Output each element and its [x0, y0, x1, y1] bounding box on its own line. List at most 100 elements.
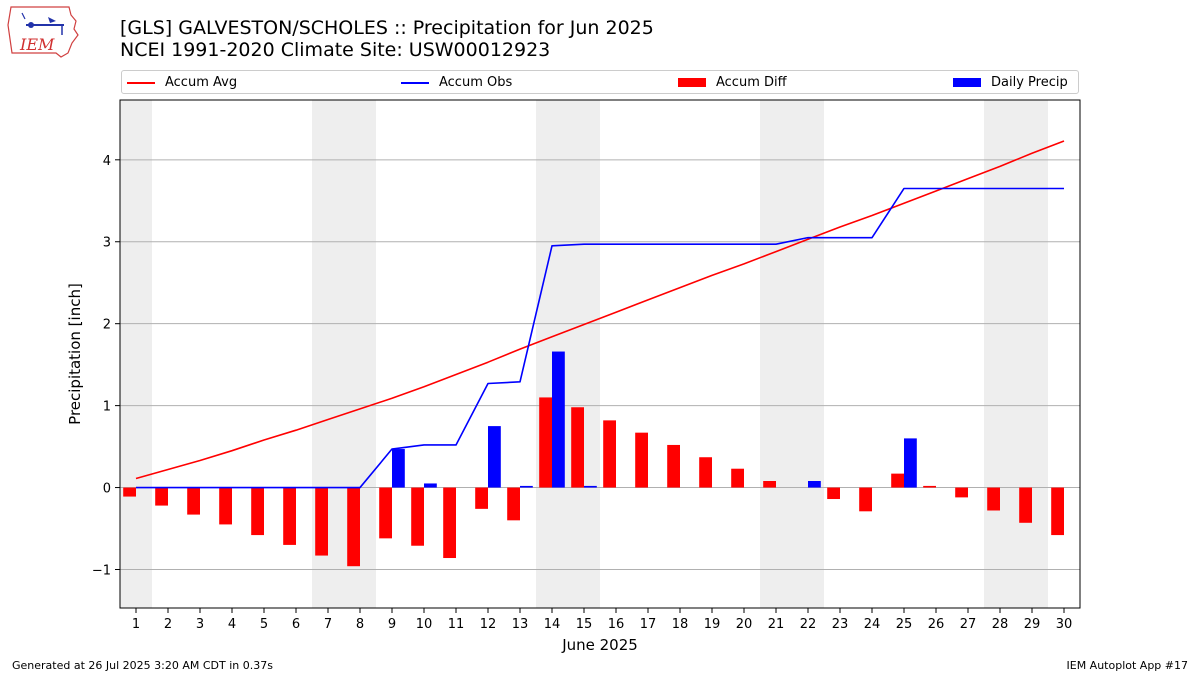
legend-swatch-daily-precip	[953, 78, 981, 87]
x-tick-label: 29	[1024, 617, 1041, 632]
x-tick-label: 20	[736, 617, 753, 632]
accum-diff-bar	[987, 487, 1000, 511]
x-tick-label: 14	[544, 617, 561, 632]
accum-diff-bar	[507, 487, 520, 521]
x-tick-label: 22	[800, 617, 817, 632]
weekend-band	[120, 100, 152, 608]
daily-precip-bar	[488, 426, 501, 488]
legend-swatch-accum-avg	[127, 81, 155, 84]
daily-precip-bar	[424, 483, 437, 488]
x-tick-label: 10	[416, 617, 433, 632]
legend: Accum Avg Accum Obs Accum Diff Daily Pre…	[121, 70, 1079, 94]
accum-diff-bar	[123, 487, 136, 497]
x-tick-label: 3	[196, 617, 204, 632]
x-tick-label: 19	[704, 617, 721, 632]
daily-precip-bar	[520, 485, 533, 488]
x-tick-label: 28	[992, 617, 1009, 632]
accum-diff-bar	[475, 487, 488, 509]
weekend-band	[984, 100, 1016, 608]
y-tick-label: 3	[103, 236, 111, 251]
accum-diff-bar	[891, 473, 904, 488]
y-tick-label: 2	[103, 318, 111, 333]
daily-precip-bar	[584, 485, 597, 488]
daily-precip-bar	[904, 438, 917, 488]
x-tick-label: 23	[832, 617, 849, 632]
bar-series	[123, 351, 1064, 567]
chart-title: [GLS] GALVESTON/SCHOLES :: Precipitation…	[120, 17, 654, 39]
accum-obs-line	[136, 187, 1064, 489]
accum-diff-bar	[955, 487, 968, 498]
logo-text: IEM	[19, 35, 55, 54]
y-tick-label: 1	[103, 400, 111, 415]
footer-app-text: IEM Autoplot App #17	[1066, 659, 1189, 672]
x-tick-label: 12	[480, 617, 497, 632]
legend-label-accum-diff: Accum Diff	[716, 75, 787, 90]
accum-diff-bar	[155, 487, 168, 506]
y-tick-label: 4	[103, 154, 111, 169]
accum-diff-bar	[347, 487, 360, 567]
accum-diff-bar	[1019, 487, 1032, 523]
x-tick-label: 16	[608, 617, 625, 632]
legend-item-accum-obs: Accum Obs	[401, 74, 512, 91]
x-tick-label: 8	[356, 617, 364, 632]
x-tick-label: 6	[292, 617, 300, 632]
accum-diff-bar	[603, 420, 616, 488]
accum-diff-bar	[859, 487, 872, 512]
footer-generated-text: Generated at 26 Jul 2025 3:20 AM CDT in …	[12, 659, 273, 672]
legend-label-daily-precip: Daily Precip	[991, 75, 1068, 90]
accum-avg-line	[135, 140, 1065, 480]
x-tick-label: 11	[448, 617, 465, 632]
legend-item-accum-diff: Accum Diff	[678, 74, 787, 91]
x-tick-label: 1	[132, 617, 140, 632]
x-tick-label: 13	[512, 617, 529, 632]
y-axis-label: Precipitation [inch]	[66, 283, 84, 425]
accum-diff-bar	[571, 407, 584, 488]
accum-diff-bar	[251, 487, 264, 536]
accum-diff-bar	[315, 487, 328, 556]
x-tick-label: 21	[768, 617, 785, 632]
accum-diff-bar	[763, 481, 776, 488]
x-tick-label: 2	[164, 617, 172, 632]
legend-swatch-accum-obs	[401, 81, 429, 84]
accum-diff-bar	[731, 468, 744, 488]
accum-diff-bar	[539, 397, 552, 488]
accum-diff-bar	[827, 487, 840, 500]
x-tick-label: 18	[672, 617, 689, 632]
accum-diff-bar	[443, 487, 456, 559]
line-series	[135, 140, 1065, 489]
weekend-band	[760, 100, 792, 608]
accum-diff-bar	[283, 487, 296, 545]
x-tick-label: 25	[896, 617, 913, 632]
accum-diff-bar	[635, 432, 648, 488]
accum-diff-bar	[219, 487, 232, 525]
legend-item-accum-avg: Accum Avg	[127, 74, 237, 91]
weekend-band	[1016, 100, 1048, 608]
x-tick-label: 27	[960, 617, 977, 632]
accum-diff-bar	[187, 487, 200, 515]
plot-frame	[119, 99, 1081, 609]
iem-logo: IEM	[7, 6, 79, 58]
accum-diff-bar	[1051, 487, 1064, 536]
daily-precip-bar	[808, 481, 821, 488]
chart-subtitle: NCEI 1991-2020 Climate Site: USW00012923	[120, 39, 551, 61]
x-tick-label: 9	[388, 617, 396, 632]
accum-diff-bar	[411, 487, 424, 546]
y-tick-label: −1	[92, 563, 111, 578]
x-tick-label: 15	[576, 617, 593, 632]
x-tick-label: 17	[640, 617, 657, 632]
x-tick-label: 30	[1056, 617, 1073, 632]
accum-diff-bar	[923, 485, 936, 488]
x-axis-label: June 2025	[561, 636, 638, 654]
x-tick-label: 7	[324, 617, 332, 632]
legend-label-accum-avg: Accum Avg	[165, 75, 238, 90]
daily-precip-bar	[392, 449, 405, 488]
legend-item-daily-precip: Daily Precip	[953, 74, 1068, 91]
y-tick-label: 0	[103, 482, 111, 497]
x-tick-label: 26	[928, 617, 945, 632]
weekend-band	[792, 100, 824, 608]
accum-diff-bar	[379, 487, 392, 539]
weekend-band	[568, 100, 600, 608]
accum-diff-bar	[667, 444, 680, 488]
